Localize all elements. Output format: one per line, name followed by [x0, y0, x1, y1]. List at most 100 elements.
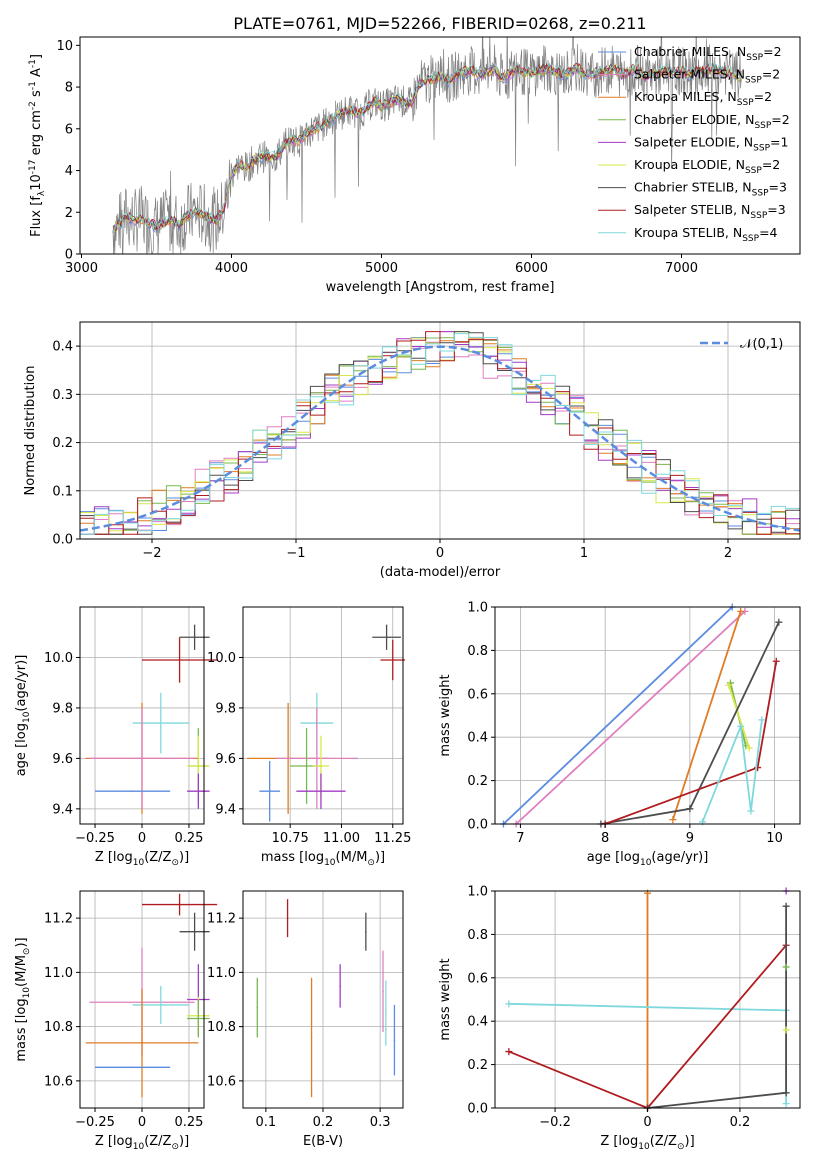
y-tick-label: 0.0: [467, 1102, 488, 1117]
y-tick-label: 10.8: [207, 1020, 236, 1035]
weight-marker: [747, 807, 755, 815]
x-axis-label: age [log10(age/yr)]: [587, 850, 709, 868]
y-tick-label: 9.6: [215, 752, 236, 767]
x-tick-label: 6000: [515, 261, 548, 276]
data-point: [197, 1017, 200, 1020]
x-axis-label: Z [log10(Z/Z⊙)]: [95, 850, 189, 868]
y-tick-label: 8: [65, 81, 73, 96]
weight-marker: [505, 1000, 513, 1008]
weight-marker: [669, 816, 677, 824]
weight-marker: [686, 805, 694, 813]
x-axis-label: mass [log10(M/M⊙)]: [261, 850, 385, 868]
data-point: [339, 985, 341, 987]
x-tick-label: −0.25: [75, 1115, 115, 1130]
x-tick-label: 0.1: [256, 1115, 277, 1130]
y-tick-label: 0.2: [467, 774, 488, 789]
y-tick-label: 0.0: [467, 818, 488, 833]
spectrum-plot-area: [112, 37, 742, 254]
x-tick-label: 7: [516, 831, 524, 846]
data-point: [286, 917, 289, 919]
model-spectrum-8: [112, 61, 742, 232]
x-tick-label: 0.2: [730, 1115, 751, 1130]
data-point: [385, 1012, 387, 1014]
y-tick-label: 0.6: [467, 971, 488, 986]
weight_vs_age-panel: 7 8 9 10 0.0 0.2 0.4 0.6 0.8 1.0 age [log10(age/yr…: [438, 601, 801, 868]
x-tick-label: 4000: [215, 261, 248, 276]
y-tick-label: 0.1: [52, 484, 73, 499]
weight-marker: [782, 963, 790, 971]
data-point: [178, 903, 181, 906]
residuals-panel: −2 −1 0 1 2 0.0 0.1 0.2 0.3 0.4 (data-model)/error…: [23, 321, 801, 580]
y-axis-label: Flux [fλ10-17 erg cm-2 s-1 A-1]: [28, 54, 47, 237]
y-axis-label: mass weight: [438, 674, 453, 756]
weight-marker: [782, 1089, 790, 1097]
data-point: [131, 1066, 134, 1069]
age_vs_Z-panel: −0.25 0 0.25 9.4 9.6 9.8 10.0 Z [log10(Z/Z⊙)] ag…: [14, 606, 218, 868]
weight-marker: [725, 681, 733, 689]
data-point: [320, 790, 322, 792]
weight-line: [701, 719, 763, 823]
data-point: [316, 757, 318, 760]
data-point: [193, 636, 196, 639]
x-tick-label: 0: [138, 1115, 146, 1130]
y-tick-label: 0.8: [467, 644, 488, 659]
x-tick-label: 0: [436, 546, 444, 561]
data-point: [197, 765, 200, 767]
y-axis-label: Normed distribution: [23, 366, 38, 496]
weight-line: [672, 611, 742, 820]
legend-entry: Chabrier STELIB, NSSP=3: [634, 180, 787, 199]
legend-entry: Chabrier ELODIE, NSSP=2: [634, 112, 790, 131]
weight-line: [515, 610, 746, 825]
y-tick-label: 0.3: [52, 388, 73, 403]
y-tick-label: 0.8: [467, 928, 488, 943]
legend-entry-normal: 𝒩(0,1): [740, 337, 783, 352]
x-tick-label: 0.2: [313, 1115, 334, 1130]
y-tick-label: 11.2: [44, 912, 73, 927]
y-axis-label: mass [log10(M/M⊙)]: [14, 937, 32, 1061]
weight-marker: [505, 1048, 513, 1056]
x-tick-label: 3000: [65, 261, 98, 276]
weight-marker: [782, 1100, 790, 1108]
y-tick-label: 9.6: [52, 752, 73, 767]
x-axis-label: wavelength [Angstrom, rest frame]: [326, 280, 555, 295]
x-tick-label: 10.75: [272, 831, 309, 846]
x-tick-label: 0: [138, 831, 146, 846]
y-tick-label: 2: [65, 206, 73, 221]
data-point: [141, 1042, 143, 1044]
data-point: [393, 1039, 396, 1041]
y-tick-label: 10.6: [207, 1074, 236, 1089]
y-tick-label: 10.0: [44, 651, 73, 666]
x-tick-label: −2: [142, 546, 161, 561]
legend-entry: Salpeter MILES, NSSP=2: [634, 67, 780, 86]
data-point: [141, 757, 143, 760]
data-point: [391, 659, 394, 661]
y-tick-label: 0.0: [52, 533, 73, 548]
figure-title: PLATE=0761, MJD=52266, FIBERID=0268, z=0…: [233, 14, 646, 33]
y-tick-label: 9.8: [52, 701, 73, 716]
data-point: [256, 1006, 259, 1009]
y-tick-label: 10.6: [44, 1074, 73, 1089]
age_vs_mass-panel: 10.75 11.00 11.25 9.4 9.6 9.8 10.0 mass [log10(…: [207, 606, 411, 868]
legend-entry: Kroupa ELODIE, NSSP=2: [634, 157, 780, 176]
y-tick-label: 11.2: [207, 912, 236, 927]
y-tick-label: 4: [65, 164, 73, 179]
x-axis-label: Z [log10(Z/Z⊙)]: [600, 1134, 694, 1152]
x-axis-label: Z [log10(Z/Z⊙)]: [95, 1134, 189, 1152]
weight-line: [502, 606, 733, 825]
x-tick-label: 7000: [665, 261, 698, 276]
data-point: [197, 790, 200, 792]
y-tick-label: 0.4: [467, 731, 488, 746]
data-point: [159, 1004, 162, 1006]
weight-marker: [745, 744, 753, 752]
legend-entry: Kroupa MILES, NSSP=2: [634, 89, 772, 108]
y-tick-label: 11.0: [44, 966, 73, 981]
y-tick-label: 0.4: [52, 340, 73, 355]
data-point: [305, 765, 308, 767]
data-point: [131, 790, 134, 792]
x-axis-label: E(B-V): [303, 1134, 343, 1149]
data-point: [268, 790, 271, 792]
x-tick-label: −0.25: [75, 831, 115, 846]
weight-line: [508, 1002, 787, 1012]
axes-frame: [494, 606, 801, 825]
weight-marker: [737, 722, 745, 730]
